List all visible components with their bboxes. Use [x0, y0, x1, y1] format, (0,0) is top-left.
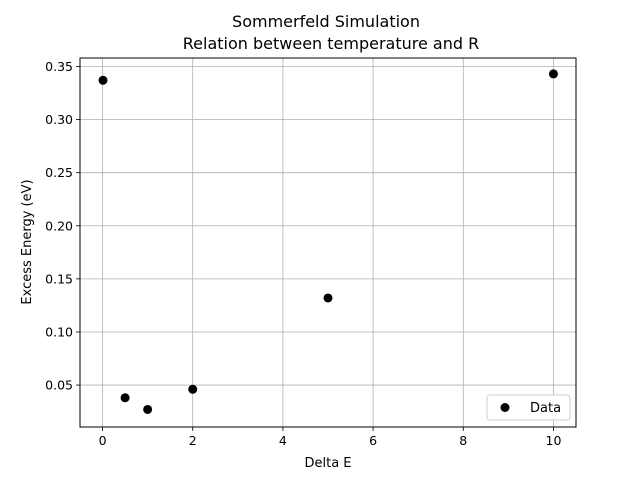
grid-lines [80, 58, 576, 427]
y-tick-label: 0.05 [45, 378, 73, 393]
data-point [120, 393, 130, 403]
y-tick-label: 0.15 [45, 271, 73, 286]
x-axis: 0 2 4 6 8 10 [99, 427, 562, 448]
legend: Data [486, 394, 571, 421]
y-tick-label: 0.35 [45, 59, 73, 74]
data-point [143, 404, 153, 414]
y-tick-label: 0.30 [45, 112, 73, 127]
y-tick-label: 0.25 [45, 165, 73, 180]
data-point [98, 75, 108, 85]
y-axis: 0.05 0.10 0.15 0.20 0.25 0.30 0.35 [45, 59, 80, 393]
x-tick-label: 0 [99, 433, 107, 448]
y-tick-label: 0.10 [45, 324, 73, 339]
plot-frame [79, 57, 577, 428]
chart-title: Sommerfeld Simulation [232, 12, 420, 31]
data-point [188, 384, 198, 394]
x-tick-label: 8 [459, 433, 467, 448]
x-tick-label: 4 [279, 433, 287, 448]
legend-box [486, 394, 571, 421]
data-points [98, 69, 558, 414]
legend-label: Data [530, 401, 561, 416]
data-point [548, 69, 558, 79]
chart-subtitle: Relation between temperature and R [183, 34, 479, 53]
plot-area [79, 57, 577, 428]
legend-marker [500, 403, 510, 412]
x-tick-label: 6 [369, 433, 377, 448]
y-axis-label: Excess Energy (eV) [20, 179, 35, 304]
x-axis-label: Delta E [304, 456, 351, 471]
data-point [323, 293, 333, 303]
x-tick-label: 2 [189, 433, 197, 448]
x-tick-label: 10 [546, 433, 562, 448]
y-tick-label: 0.20 [45, 218, 73, 233]
